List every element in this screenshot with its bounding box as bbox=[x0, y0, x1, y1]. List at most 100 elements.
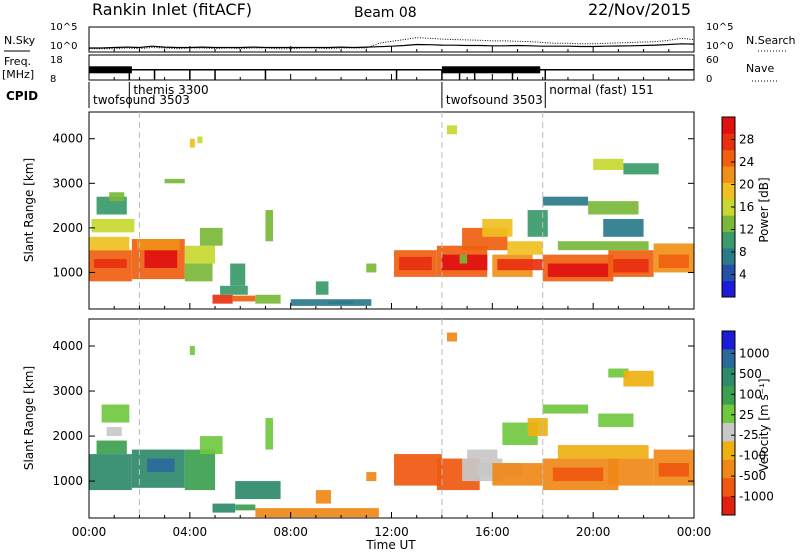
scatter-cell bbox=[366, 472, 377, 482]
scatter-cell bbox=[89, 236, 130, 251]
scatter-cell bbox=[459, 254, 468, 264]
colorbar-swatch bbox=[722, 247, 735, 265]
power-y-ticks: 1000 2000 3000 4000 bbox=[52, 132, 694, 279]
scatter-cell bbox=[482, 218, 513, 237]
scatter-cell bbox=[542, 404, 589, 414]
scatter-cell bbox=[255, 294, 281, 304]
scatter-cell bbox=[507, 241, 543, 255]
y-tick-label: 4000 bbox=[52, 339, 83, 353]
frequency-marks bbox=[89, 66, 694, 80]
y-tick-label: 1000 bbox=[52, 474, 83, 488]
scatter-cell bbox=[527, 210, 548, 237]
scatter-cell bbox=[446, 332, 458, 342]
power-colorbar-label: Power [dB] bbox=[757, 177, 771, 242]
cpid-mode-label: normal (fast) 151 bbox=[549, 83, 653, 97]
colorbar-swatch bbox=[722, 117, 735, 134]
scatter-cell bbox=[608, 368, 629, 378]
n-sky-tick-top: 10^5 bbox=[50, 22, 77, 33]
n-sky-tick-bottom: 10^0 bbox=[50, 41, 77, 52]
velocity-panel: 1000 2000 3000 4000 Slant Range [km] 1000 50… bbox=[22, 318, 774, 519]
colorbar-swatch bbox=[722, 496, 735, 516]
x-axis: 00:00 04:00 08:00 12:00 16:00 20:00 00:00 bbox=[72, 46, 711, 539]
colorbar-tick-label: 24 bbox=[739, 155, 754, 169]
scatter-cell bbox=[220, 285, 248, 295]
scatter-cell bbox=[527, 418, 548, 437]
freq-tick-bottom: 8 bbox=[50, 74, 56, 85]
velocity-y-ticks: 1000 2000 3000 4000 bbox=[52, 339, 694, 488]
beam-label: Beam 08 bbox=[354, 5, 417, 21]
x-tick-label: 04:00 bbox=[173, 525, 208, 539]
scatter-cell bbox=[497, 259, 543, 271]
n-search-tick-bottom: 10^0 bbox=[706, 41, 733, 52]
colorbar-tick-label: 28 bbox=[739, 133, 754, 147]
n-search-label: N.Search bbox=[746, 34, 796, 47]
date-label: 22/Nov/2015 bbox=[588, 0, 691, 19]
power-panel: 1000 2000 3000 4000 Slant Range [km] 4 8 12 16… bbox=[22, 111, 771, 310]
scatter-cell bbox=[315, 490, 331, 504]
scatter-cell bbox=[658, 463, 689, 477]
scatter-cell bbox=[366, 263, 377, 273]
cpid-mode-label: twofsound 3503 bbox=[93, 93, 190, 107]
x-tick-label: 08:00 bbox=[273, 525, 308, 539]
velocity-colorbar: 1000 500 100 25 -25 -100 -500 -1000 bbox=[721, 330, 774, 516]
noise-panel: N.Sky 10^5 10^0 10^5 10^0 N.Search bbox=[4, 22, 796, 53]
scatter-cell bbox=[212, 503, 236, 513]
power-colorbar: 4 8 12 16 20 24 28 bbox=[721, 116, 754, 298]
scatter-cell bbox=[184, 245, 216, 264]
scatter-cell bbox=[467, 449, 498, 459]
frequency-panel: Freq. [MHz] 18 8 60 0 Nave bbox=[2, 54, 778, 85]
colorbar-swatch bbox=[722, 367, 735, 387]
scatter-cell bbox=[399, 256, 432, 271]
y-tick-label: 2000 bbox=[52, 429, 83, 443]
colorbar-tick-label: 16 bbox=[739, 200, 754, 214]
y-tick-label: 1000 bbox=[52, 265, 83, 279]
scatter-cell bbox=[212, 294, 233, 304]
scatter-cell bbox=[232, 295, 256, 302]
cpid-mode-label: twofsound 3503 bbox=[446, 93, 543, 107]
colorbar-tick-label: 100 bbox=[739, 387, 762, 401]
scatter-cell bbox=[446, 125, 458, 135]
x-axis-label: Time UT bbox=[365, 538, 416, 552]
colorbar-swatch bbox=[722, 349, 735, 369]
x-tick-label: 12:00 bbox=[374, 525, 409, 539]
colorbar-swatch bbox=[722, 215, 735, 233]
scatter-cell bbox=[603, 218, 644, 237]
scatter-cell bbox=[608, 458, 654, 486]
scatter-cell bbox=[547, 263, 609, 277]
scatter-cell bbox=[189, 138, 195, 148]
scatter-cell bbox=[255, 508, 379, 518]
scatter-cell bbox=[189, 346, 195, 356]
velocity-y-axis-label: Slant Range [km] bbox=[22, 366, 36, 470]
scatter-cell bbox=[91, 218, 135, 233]
cpid-mode-label: themis 3300 bbox=[133, 83, 208, 97]
x-tick-label: 20:00 bbox=[576, 525, 611, 539]
colorbar-swatch bbox=[722, 198, 735, 216]
scatter-cell bbox=[164, 178, 185, 184]
scatter-cell bbox=[394, 454, 442, 486]
velocity-colorbar-label: Velocity [m s⁻¹] bbox=[757, 378, 771, 471]
n-search-tick-top: 10^5 bbox=[706, 22, 733, 33]
y-tick-label: 3000 bbox=[52, 176, 83, 190]
velocity-cells bbox=[89, 332, 694, 518]
colorbar-tick-label: -500 bbox=[739, 469, 766, 483]
colorbar-tick-label: 25 bbox=[739, 408, 754, 422]
colorbar-frame bbox=[721, 330, 736, 516]
scatter-cell bbox=[94, 259, 127, 268]
freq-label: Freq. bbox=[4, 55, 31, 68]
station-title: Rankin Inlet (fitACF) bbox=[92, 0, 252, 19]
scatter-cell bbox=[230, 263, 246, 286]
colorbar-tick-label: 20 bbox=[739, 178, 754, 192]
scatter-cell bbox=[96, 440, 127, 455]
scatter-cell bbox=[146, 458, 175, 473]
scatter-cell bbox=[184, 449, 216, 491]
x-tick-label: 16:00 bbox=[475, 525, 510, 539]
freq-unit-label: [MHz] bbox=[2, 68, 34, 81]
scatter-cell bbox=[658, 254, 689, 268]
colorbar-swatch bbox=[722, 166, 735, 183]
scatter-cell bbox=[235, 504, 256, 511]
scatter-cell bbox=[265, 210, 274, 242]
scatter-cell bbox=[235, 481, 281, 500]
colorbar-swatch bbox=[722, 441, 735, 461]
scatter-cell bbox=[623, 370, 654, 387]
